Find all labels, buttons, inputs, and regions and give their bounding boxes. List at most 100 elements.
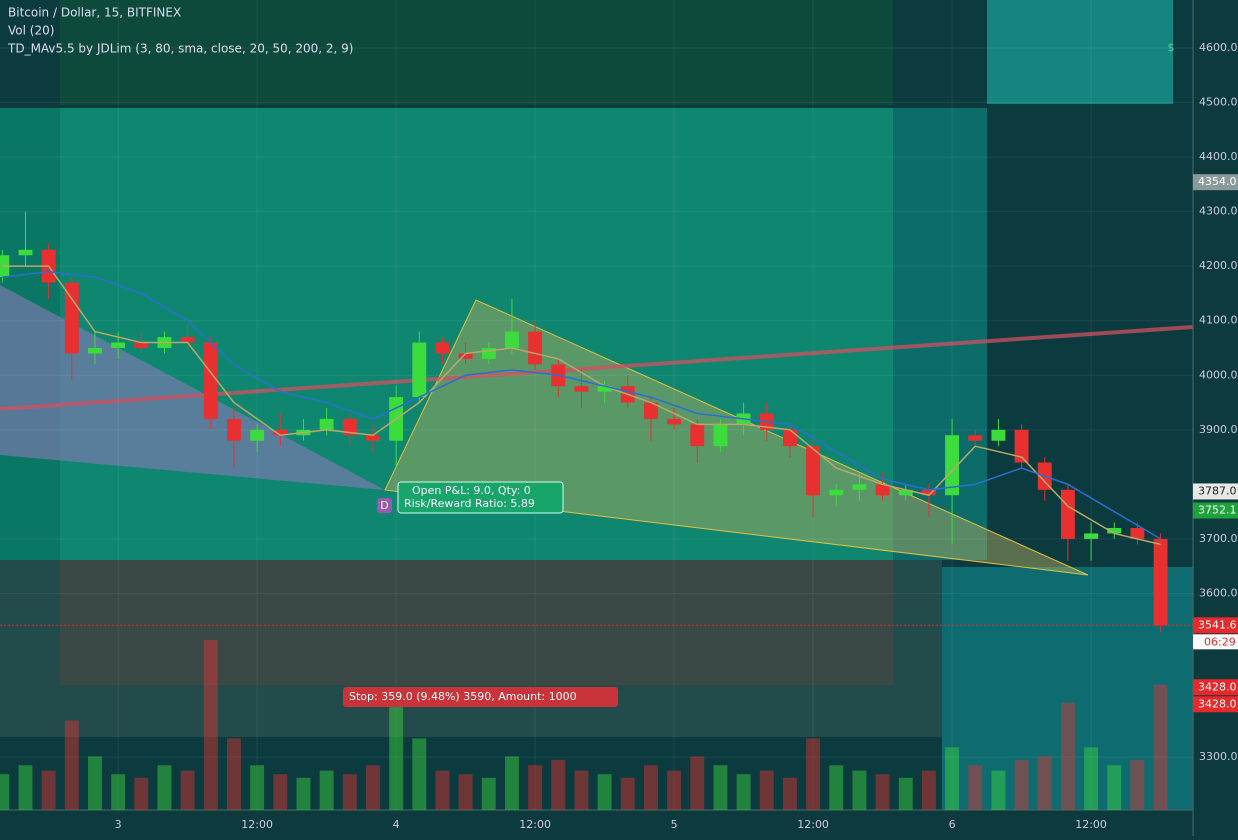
d-label: D [380, 499, 388, 512]
volume-bar [1153, 684, 1168, 810]
candle-body [250, 429, 265, 441]
volume-bar [435, 770, 450, 810]
price-label-bg [1193, 483, 1238, 500]
candle-body [64, 282, 79, 354]
y-tick-label: 4300.0 [1199, 205, 1238, 218]
candle-body [1153, 538, 1168, 626]
candle-body [921, 489, 936, 496]
price-label: 3752.1 [1198, 503, 1237, 516]
pnl-box [397, 481, 564, 514]
chart-title: Bitcoin / Dollar, 15, BITFINEX [8, 6, 181, 20]
candle-body [690, 424, 705, 447]
candle-body [458, 353, 473, 359]
volume-bar [1130, 759, 1145, 810]
price-label: 3541.6 [1198, 618, 1237, 631]
candle-body [203, 342, 218, 419]
candle-body [667, 418, 682, 425]
candle-body [528, 331, 543, 365]
volume-bar [180, 770, 195, 810]
candle-body [504, 331, 519, 348]
volume-bar [968, 765, 983, 810]
stop-label: Stop: 359.0 (9.48%) 3590, Amount: 1000 [349, 690, 577, 703]
volume-title: Vol (20) [8, 24, 54, 38]
volume-bar [1037, 756, 1052, 810]
volume-bar [551, 759, 566, 810]
volume-bar [574, 770, 589, 810]
price-label-bg [1193, 174, 1238, 191]
price-label: 4354.0 [1198, 175, 1237, 188]
volume-bar [1107, 765, 1122, 810]
candle-body [88, 348, 102, 354]
candle-body [713, 424, 728, 447]
ma-line [2, 265, 1161, 546]
candle-body [180, 337, 195, 343]
x-tick-label: 4 [393, 818, 400, 831]
volume-bar [18, 765, 33, 810]
volume-bar [319, 770, 334, 810]
volume-bar [620, 777, 635, 810]
y-tick-label: 4400.0 [1199, 150, 1238, 163]
candle-body [481, 348, 496, 359]
candle-body [1130, 528, 1145, 539]
volume-bar [157, 765, 172, 810]
candle-body [412, 342, 427, 398]
volume-bar [898, 777, 913, 810]
dollar-icon: $ [1168, 41, 1175, 54]
stop-box [343, 687, 618, 707]
zones [0, 0, 1194, 836]
candle-body [574, 386, 589, 392]
x-tick-label: 12:00 [797, 818, 829, 831]
volume-bar [852, 770, 867, 810]
volume-bar [389, 702, 404, 810]
price-label-bg [1193, 679, 1238, 696]
d-badge [377, 498, 392, 513]
rr-label: Risk/Reward Ratio: 5.89 [404, 497, 535, 510]
price-label-bg [1193, 617, 1238, 634]
price-label: 3428.0 [1198, 697, 1237, 710]
candle-body [319, 418, 334, 430]
volume-bar [64, 720, 79, 810]
volume-bar [667, 770, 682, 810]
candle-body [597, 386, 612, 392]
volume-bar [250, 765, 265, 810]
volume-bar [921, 770, 936, 810]
volume-bar [1084, 747, 1099, 810]
y-tick-label: 4000.0 [1199, 368, 1238, 381]
y-tick-label: 3900.0 [1199, 423, 1238, 436]
x-tick-label: 12:00 [1075, 818, 1107, 831]
ma-line [2, 270, 1161, 540]
volume-bar [759, 770, 774, 810]
volume-bar [875, 774, 890, 810]
volume-bar [458, 774, 473, 810]
volume-bar [991, 770, 1006, 810]
candle-body [945, 435, 960, 496]
candle-body [1014, 429, 1029, 463]
volume-bar [41, 770, 56, 810]
volume-bar [713, 765, 728, 810]
volume-bar [528, 765, 543, 810]
x-tick-label: 6 [949, 818, 956, 831]
volume-bar [597, 774, 612, 810]
candle-body [898, 489, 913, 496]
price-label: 3787.0 [1198, 484, 1237, 497]
price-label-bg [1193, 696, 1238, 713]
volume-bar [782, 777, 797, 810]
candle-body [806, 446, 821, 496]
volume-bar [342, 774, 357, 810]
candle-body [342, 418, 357, 436]
volume-bar [273, 774, 288, 810]
candle-body [1107, 528, 1122, 534]
volume-bar [1060, 702, 1075, 810]
pnl-label: Open P&L: 9.0, Qty: 0 [412, 484, 531, 497]
candle-body [643, 402, 658, 419]
volume-bar [829, 765, 844, 810]
y-tick-label: 3300.0 [1199, 750, 1238, 763]
volume-bar [504, 756, 519, 810]
y-tick-label: 4500.0 [1199, 96, 1238, 109]
volume-bar [0, 774, 10, 810]
volume-bar [481, 777, 496, 810]
candle-body [1084, 533, 1099, 539]
volume-bar [227, 738, 241, 810]
